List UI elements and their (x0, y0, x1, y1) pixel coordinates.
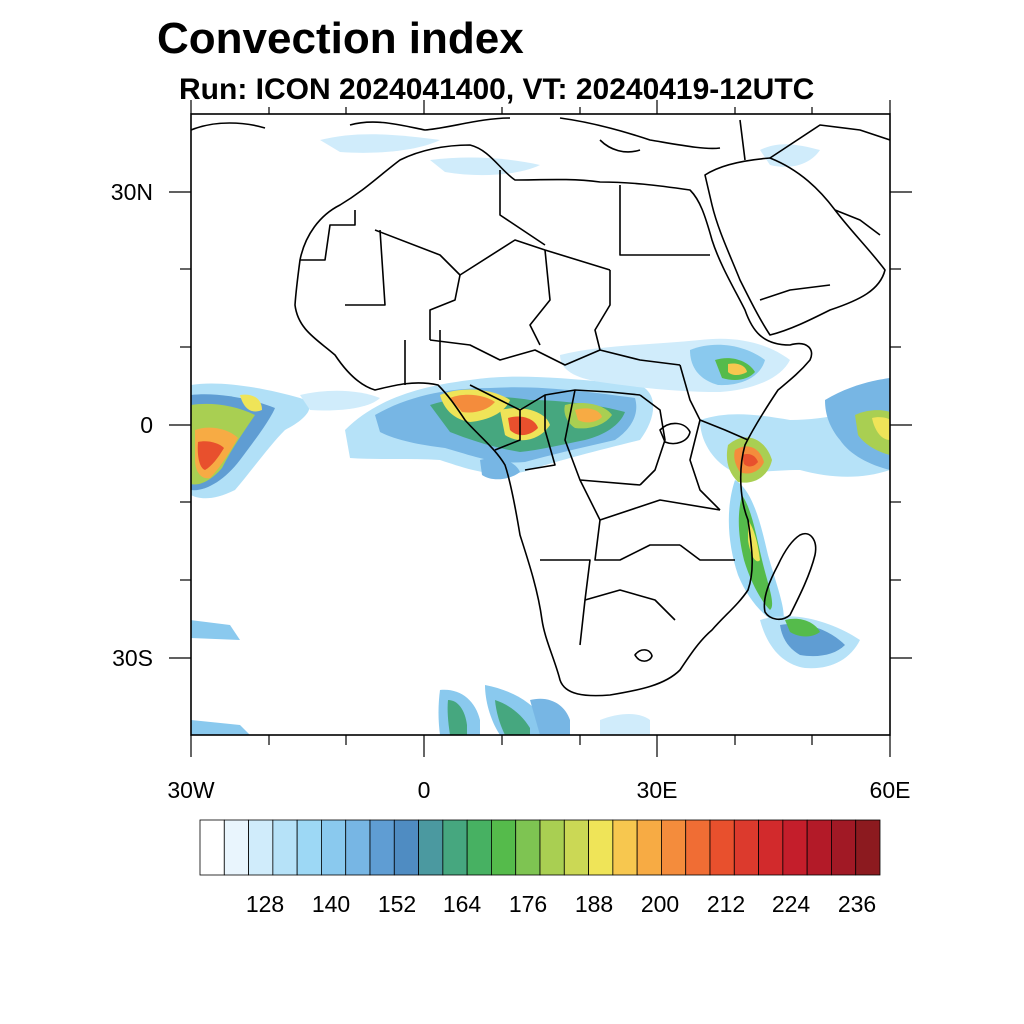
colorbar-swatch (442, 819, 468, 876)
map-title: Convection index (157, 14, 524, 63)
colorbar-swatch (199, 819, 225, 876)
lon-label-0: 0 (418, 777, 431, 803)
colorbar-swatch (855, 819, 881, 876)
colorbar-swatch (393, 819, 419, 876)
colorbar-swatch (272, 819, 298, 876)
colorbar-swatch (612, 819, 638, 876)
coastlines (191, 117, 890, 697)
axis-ticks (169, 100, 912, 757)
colorbar-swatch (709, 819, 735, 876)
colorbar (199, 819, 881, 876)
colorbar-label: 200 (641, 891, 679, 917)
colorbar-label: 224 (772, 891, 811, 917)
colorbar-labels: 128 140 152 164 176 188 200 212 224 236 (246, 891, 876, 917)
colorbar-label: 212 (707, 891, 745, 917)
lon-label-30w: 30W (167, 777, 215, 803)
colorbar-label: 140 (312, 891, 350, 917)
lon-label-30e: 30E (637, 777, 678, 803)
colorbar-swatch (588, 819, 614, 876)
colorbar-label: 188 (575, 891, 613, 917)
colorbar-swatch (418, 819, 444, 876)
colorbar-swatch (296, 819, 322, 876)
colorbar-swatch (733, 819, 759, 876)
colorbar-label: 152 (378, 891, 416, 917)
colorbar-swatch (321, 819, 347, 876)
colorbar-swatch (806, 819, 832, 876)
colorbar-label: 164 (443, 891, 482, 917)
colorbar-swatch (248, 819, 274, 876)
colorbar-label: 128 (246, 891, 284, 917)
colorbar-label: 176 (509, 891, 547, 917)
lon-label-60e: 60E (870, 777, 911, 803)
lat-label-30s: 30S (112, 645, 153, 671)
map-subtitle: Run: ICON 2024041400, VT: 20240419-12UTC (179, 73, 815, 106)
colorbar-swatch (223, 819, 249, 876)
colorbar-label: 236 (838, 891, 876, 917)
colorbar-swatch (782, 819, 808, 876)
colorbar-swatch (661, 819, 687, 876)
convection-field (191, 134, 890, 735)
colorbar-swatch (466, 819, 492, 876)
lat-label-30n: 30N (111, 179, 153, 205)
colorbar-swatch (491, 819, 517, 876)
colorbar-swatch (369, 819, 395, 876)
colorbar-swatch (636, 819, 662, 876)
colorbar-swatch (831, 819, 857, 876)
colorbar-swatch (563, 819, 589, 876)
colorbar-swatch (345, 819, 371, 876)
colorbar-swatch (758, 819, 784, 876)
colorbar-swatch (515, 819, 541, 876)
colorbar-swatch (539, 819, 565, 876)
lat-label-0: 0 (140, 412, 153, 438)
colorbar-swatch (685, 819, 711, 876)
